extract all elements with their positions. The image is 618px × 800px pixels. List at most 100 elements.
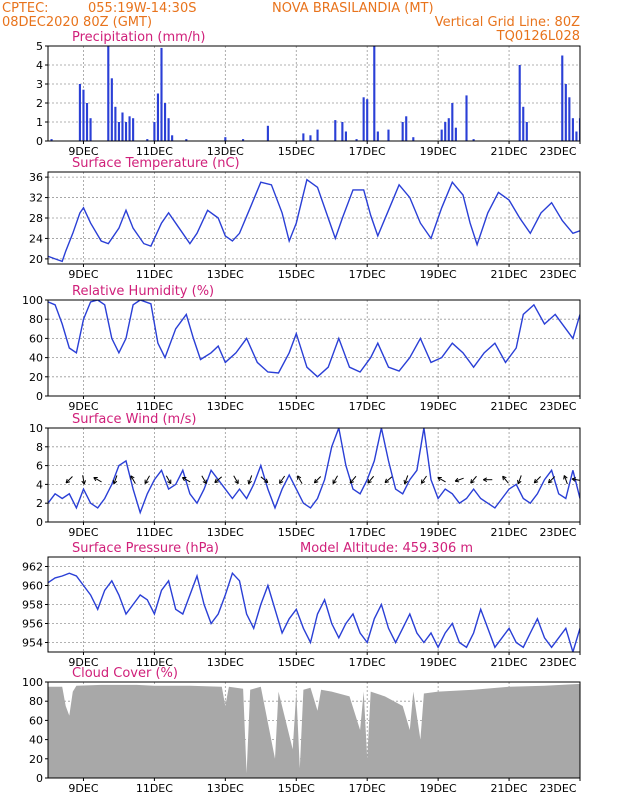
precip-bar (451, 103, 454, 141)
panel-subtitle-pressure: Model Altitude: 459.306 m (300, 541, 473, 556)
series-cloud (48, 683, 580, 778)
x-tick-label: 9DEC (68, 145, 98, 158)
precip-bar (412, 137, 415, 141)
wind-arrow-head (234, 479, 239, 485)
wind-arrow (93, 476, 102, 483)
wind-arrow-head (367, 479, 372, 484)
precip-bar (121, 112, 124, 141)
precip-bar (522, 106, 525, 141)
wind-arrow (297, 475, 303, 484)
y-tick-label: 32 (29, 192, 43, 205)
panel-rh: Relative Humidity (%) 0 20 40 60 80 100 9DEC 11D… (22, 284, 581, 413)
precip-bar (525, 122, 528, 141)
y-tick-label: 0 (36, 390, 43, 403)
precip-bar (117, 122, 120, 141)
wind-arrow (81, 475, 87, 485)
precip-bar (447, 118, 450, 141)
wind-arrow (437, 476, 446, 483)
y-tick-label: 20 (29, 753, 43, 766)
series-pressure (48, 571, 580, 652)
wind-arrow-head (214, 478, 219, 484)
y-tick-label: 0 (36, 772, 43, 785)
header-location: NOVA BRASILANDIA (MT) (272, 1, 434, 16)
panel-wind: Surface Wind (m/s) 0 2 4 6 8 10 9DEC 11DEC 13DEC 1… (29, 412, 581, 539)
wind-arrow-shaft (214, 476, 223, 483)
x-tick-label: 17DEC (349, 782, 386, 795)
wind-arrow-shaft (455, 477, 464, 482)
wind-arrow-shaft (367, 475, 375, 484)
wind-arrow-head (547, 478, 553, 484)
panel-title-cloud: Cloud Cover (%) (72, 666, 178, 681)
x-tick-label: 13DEC (207, 268, 244, 281)
x-tick-label: 11DEC (136, 782, 173, 795)
wind-arrow-shaft (517, 475, 522, 485)
wind-arrow-shaft (404, 475, 409, 485)
wind-arrow (571, 477, 580, 482)
x-tick-label: 11DEC (136, 268, 173, 281)
wind-arrow-shaft (113, 475, 118, 485)
wind-arrow-head (313, 478, 319, 484)
precip-bar (373, 46, 376, 141)
x-tick-label: 21DEC (491, 526, 528, 539)
x-tick-label: 9DEC (68, 400, 98, 413)
precip-bar (401, 122, 404, 141)
wind-arrow (144, 475, 150, 485)
wind-arrow-shaft (563, 475, 568, 485)
wind-arrow (470, 475, 477, 484)
x-tick-label: 23DEC (539, 145, 576, 158)
x-tick-label: 21DEC (491, 782, 528, 795)
panel-title-wind: Surface Wind (m/s) (72, 412, 196, 427)
precip-bar (387, 129, 390, 141)
precip-bar (465, 95, 468, 141)
precip-bar (571, 118, 574, 141)
precip-bar (578, 118, 580, 141)
wind-arrow-shaft (165, 475, 172, 484)
wind-arrow (420, 475, 427, 484)
precip-bar (85, 103, 89, 141)
precip-bar (114, 106, 117, 141)
x-tick-label: 15DEC (278, 145, 315, 158)
precip-bar (110, 78, 113, 141)
x-tick-label: 13DEC (207, 400, 244, 413)
wind-arrow-head (297, 475, 302, 480)
wind-arrow-head (483, 477, 488, 483)
wind-arrow-shaft (260, 476, 269, 483)
x-tick-label: 19DEC (420, 268, 457, 281)
wind-arrow (112, 475, 118, 485)
header-source: CPTEC: (2, 1, 49, 16)
wind-arrow-head (454, 477, 460, 483)
x-tick-label: 21DEC (491, 268, 528, 281)
precip-bar (89, 118, 92, 141)
header-model-code: TQ0126L028 (496, 29, 580, 44)
precip-bar (82, 89, 85, 141)
wind-arrow-head (502, 475, 507, 481)
wind-arrow-shaft (233, 475, 239, 484)
y-tick-label: 24 (29, 232, 43, 245)
wind-arrow (233, 475, 239, 485)
panel-frame (47, 427, 581, 523)
panel-frame (47, 45, 581, 142)
x-tick-label: 15DEC (278, 782, 315, 795)
x-tick-label: 9DEC (68, 526, 98, 539)
wind-arrow (367, 475, 375, 484)
y-tick-label: 6 (36, 460, 43, 473)
pressure-line (48, 571, 580, 652)
wind-arrow-head (571, 477, 576, 482)
wind-arrow-head (130, 475, 135, 480)
panel-frame (47, 681, 581, 779)
precip-bar (564, 84, 567, 141)
precip-bar (146, 139, 149, 141)
y-tick-label: 60 (29, 332, 43, 345)
precip-bar (78, 84, 81, 141)
y-tick-label: 956 (22, 618, 43, 631)
panel-pressure: Surface Pressure (hPa) Model Altitude: 45… (22, 541, 581, 669)
precip-bar (153, 122, 156, 141)
series-precip (50, 46, 580, 141)
y-tick-label: 100 (22, 676, 43, 689)
wind-arrow-shaft (201, 475, 207, 484)
x-tick-label: 9DEC (68, 782, 98, 795)
x-tick-label: 17DEC (349, 145, 386, 158)
x-tick-label: 23DEC (539, 782, 576, 795)
x-tick-label: 13DEC (207, 656, 244, 669)
